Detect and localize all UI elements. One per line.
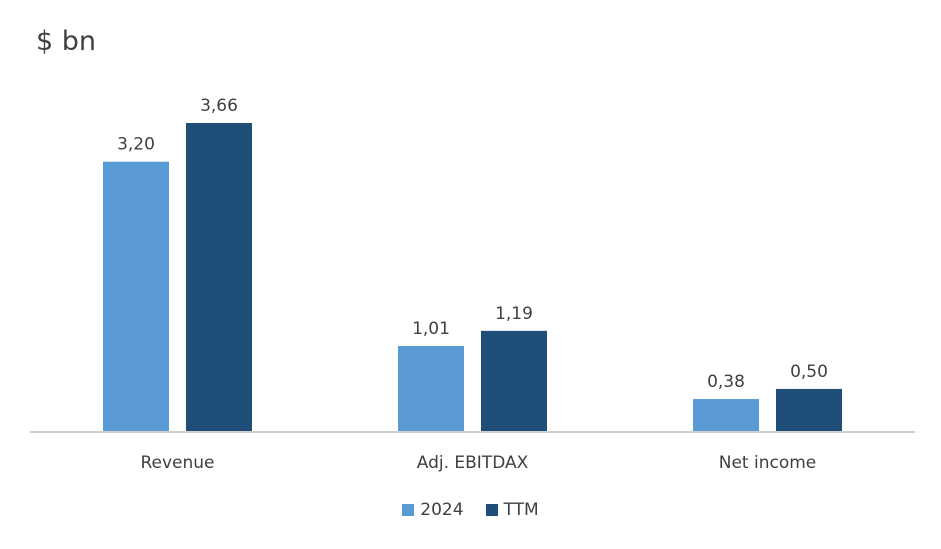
legend-label: TTM [503,500,539,520]
bars-group [103,123,842,431]
data-label: 0,38 [707,372,745,392]
x-tick-label: Revenue [140,453,214,473]
chart-title: $ bn [36,26,97,57]
x-tick-label: Net income [719,453,817,473]
legend-swatch [485,504,498,516]
x-tick-label: Adj. EBITDAX [417,453,529,473]
data-label: 0,50 [790,362,828,382]
labels-group: 3,20 3,66 Revenue 1,01 1,19 Adj. EBITDAX 0,38 0… [117,96,828,473]
data-label: 3,66 [200,96,238,116]
legend-item: TTM [485,500,539,520]
data-label: 1,01 [412,319,450,339]
bar-adj-ebitdax-2024 [398,346,464,431]
legend-item: 2024 [402,500,464,520]
bar-adj-ebitdax-ttm [481,330,547,431]
bar-revenue-2024 [103,161,169,431]
legend-swatch [402,504,415,516]
bar-net-income-ttm [776,388,842,431]
bar-revenue-ttm [186,123,252,431]
legend-label: 2024 [420,500,464,520]
data-label: 3,20 [117,135,155,155]
bar-net-income-2024 [693,399,759,431]
legend: 2024 TTM [0,500,941,520]
data-label: 1,19 [495,304,533,324]
